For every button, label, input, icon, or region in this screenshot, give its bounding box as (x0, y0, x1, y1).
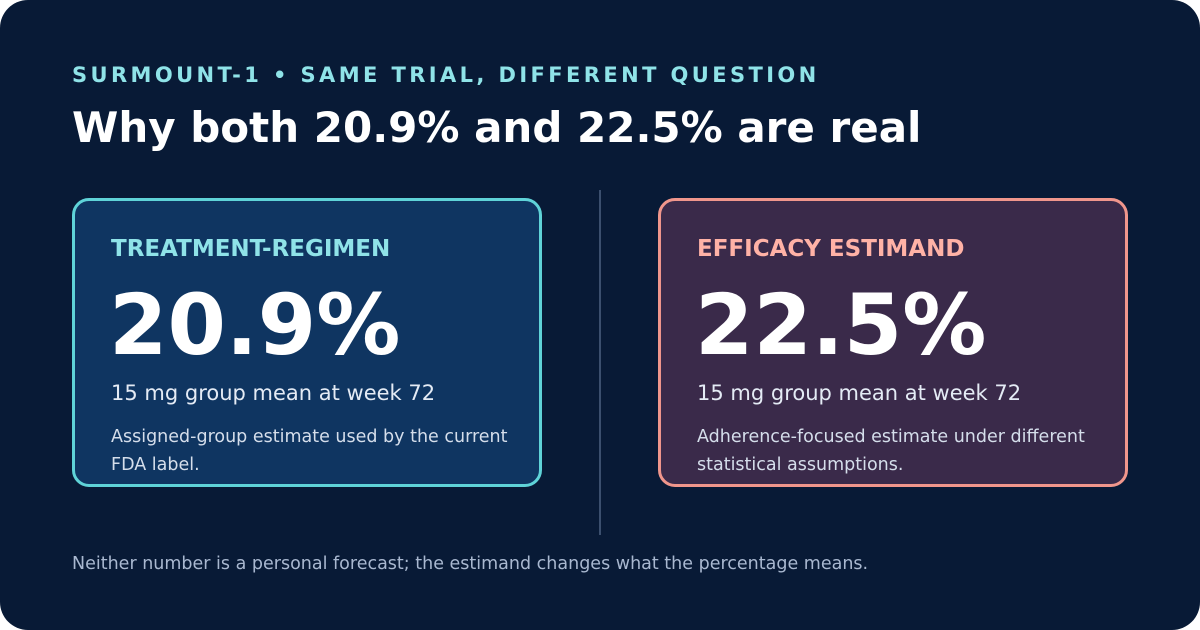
vertical-divider (599, 190, 601, 535)
panel-value: 20.9% (109, 276, 401, 374)
page-title: Why both 20.9% and 22.5% are real (72, 103, 922, 152)
efficacy-estimand-panel: EFFICACY ESTIMAND 22.5% 15 mg group mean… (658, 198, 1128, 487)
panel-value: 22.5% (695, 276, 987, 374)
panel-subtitle: 15 mg group mean at week 72 (697, 381, 1022, 405)
panel-description: Adherence-focused estimate under differe… (697, 427, 1085, 475)
panel-label: TREATMENT-REGIMEN (111, 236, 391, 262)
eyebrow-text: SURMOUNT-1 • SAME TRIAL, DIFFERENT QUEST… (72, 63, 820, 87)
treatment-regimen-panel: TREATMENT-REGIMEN 20.9% 15 mg group mean… (72, 198, 542, 487)
panel-subtitle: 15 mg group mean at week 72 (111, 381, 436, 405)
panel-description: Assigned-group estimate used by the curr… (111, 427, 508, 475)
panel-label: EFFICACY ESTIMAND (697, 236, 965, 262)
footnote: Neither number is a personal forecast; t… (72, 554, 869, 574)
